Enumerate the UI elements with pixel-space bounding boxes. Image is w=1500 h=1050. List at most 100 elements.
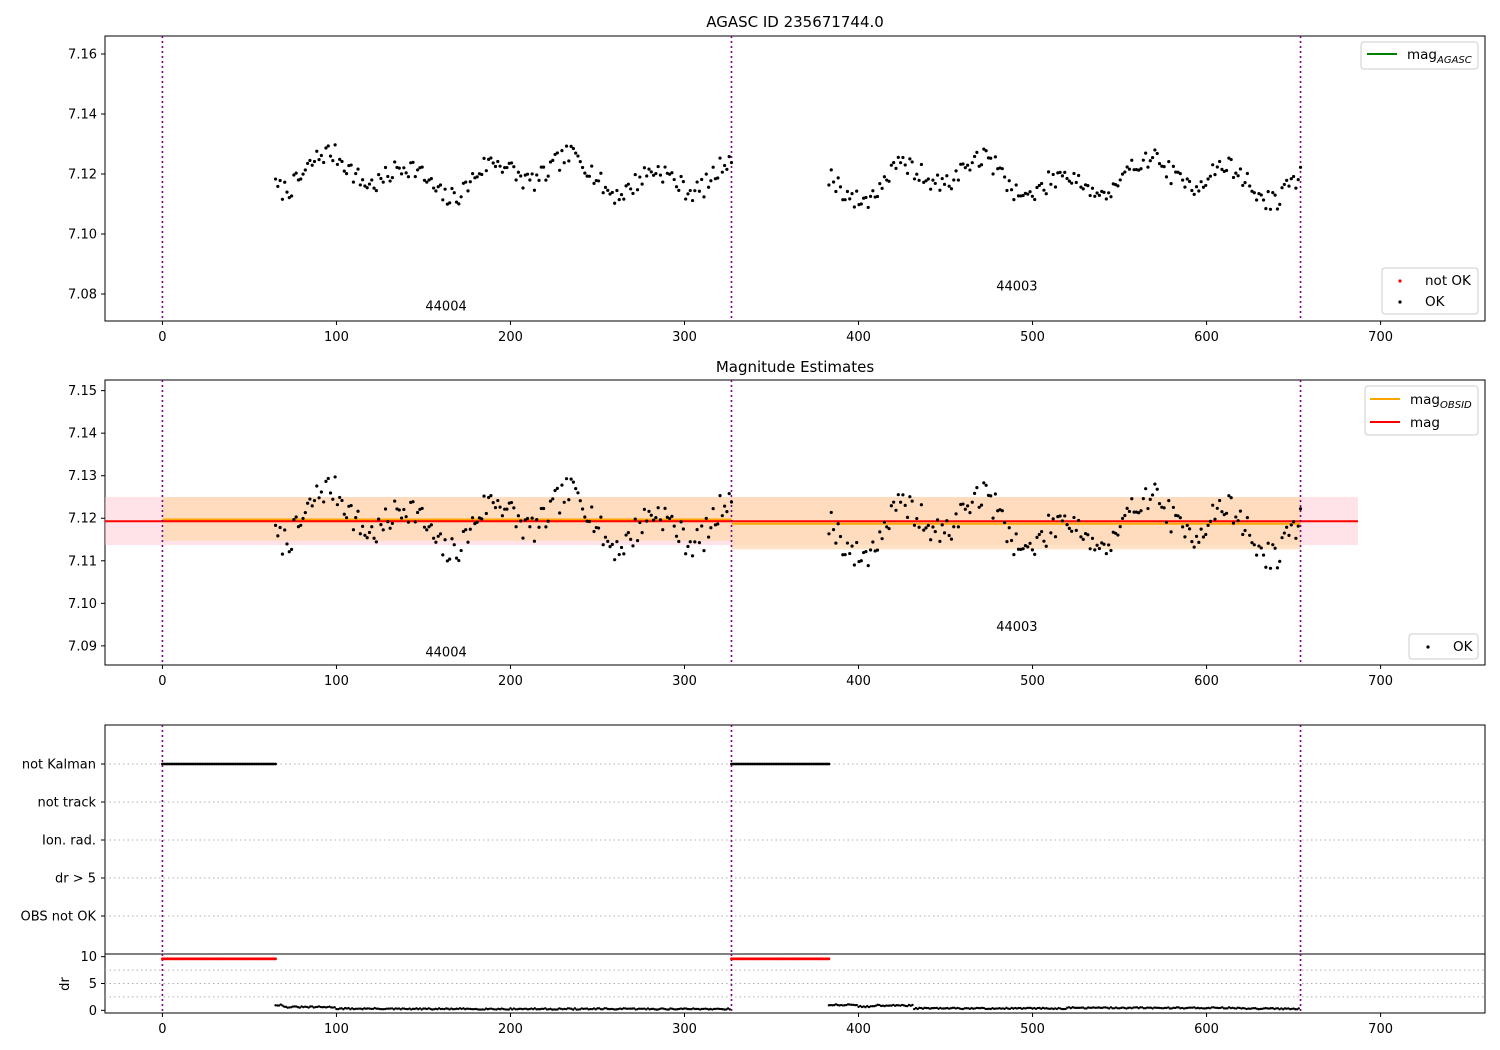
panel-magnitude-ok-point (875, 548, 880, 552)
panel-agasc-ok-point (1123, 170, 1127, 174)
panel-agasc-ok-point (509, 161, 514, 165)
panel-magnitude-ok-point (635, 538, 640, 543)
dr-point (994, 1007, 998, 1010)
dr-point (599, 1008, 603, 1011)
panel-magnitude-ok-point (532, 539, 537, 543)
dr-point (688, 1007, 691, 1011)
panel-magnitude-ok-point (374, 540, 378, 544)
panel-agasc-ok-point (1220, 167, 1224, 171)
panel-magnitude-ok-point (587, 519, 592, 524)
panel-agasc-ok-point (592, 181, 596, 185)
dr-point (942, 1007, 945, 1010)
panel-magnitude-ok-point (1053, 535, 1058, 539)
dr-not-ok-point (274, 957, 277, 961)
panel-magnitude-ok-point (544, 525, 548, 529)
panel-magnitude-ok-point (1009, 538, 1014, 543)
panel-magnitude-ok-point (1130, 497, 1134, 501)
panel-magnitude-ok-point (599, 515, 603, 519)
panel-magnitude-ok-point (388, 526, 392, 530)
panel-magnitude-ok-point (342, 512, 346, 516)
panel-agasc-x-tick-label: 600 (1194, 330, 1219, 345)
panel-agasc-y-tick-label: 7.16 (68, 48, 97, 63)
panel-agasc-ok-point (718, 156, 722, 160)
panel-agasc-ok-point (1137, 168, 1141, 172)
dr-point (347, 1006, 350, 1010)
panel-magnitude-ok-point (1088, 547, 1092, 551)
panel-agasc-ok-point (977, 164, 981, 168)
panel-agasc-ok-point (982, 147, 986, 151)
panel-magnitude-ok-point (315, 484, 319, 488)
panel-magnitude-ok-point (1211, 503, 1215, 507)
panel-magnitude-ok-point (560, 483, 564, 487)
panel-magnitude-ok-point (1227, 494, 1231, 498)
panel-agasc-ok-point (695, 180, 699, 184)
dr-point (1168, 1007, 1172, 1010)
panel-agasc-ok-point (1236, 174, 1240, 178)
dr-point (439, 1007, 443, 1011)
panel-agasc-x-tick-label: 400 (846, 330, 871, 345)
panel-agasc-ok-point (512, 165, 516, 169)
dr-point (1062, 1007, 1066, 1011)
panel-magnitude-ok-point (344, 516, 349, 520)
panel-magnitude-ok-point (489, 494, 493, 498)
panel-agasc-ok-point (411, 160, 415, 164)
panel-agasc-ok-point (1257, 192, 1261, 196)
dr-point (375, 1007, 378, 1010)
panel-magnitude-ok-point (649, 513, 653, 517)
panel-magnitude-ok-point (1141, 497, 1145, 501)
panel-magnitude-ok-point (521, 536, 525, 540)
panel-agasc-ok-point (326, 144, 330, 148)
panel-magnitude-ok-point (1220, 510, 1224, 514)
panel-agasc-ok-point (1000, 167, 1004, 171)
panel-magnitude-ok-point (716, 522, 720, 526)
panel-magnitude-ok-point (1132, 510, 1136, 514)
panel-magnitude-ok-point (1178, 516, 1182, 520)
dr-point (1109, 1006, 1113, 1009)
panel-magnitude-ok-point (601, 543, 605, 547)
panel-agasc-ok-point (1204, 183, 1208, 188)
panel-agasc-ok-point (617, 198, 621, 202)
panel-magnitude-ok-point (892, 500, 896, 504)
panel-magnitude-ok-point (1095, 543, 1099, 547)
panel-agasc-ok-point (1146, 165, 1150, 169)
panel-agasc-ok-point (827, 183, 831, 187)
panel-agasc-ok-point (915, 172, 919, 176)
panel-magnitude-ok-point (626, 531, 630, 535)
panel-magnitude-x-tick-label: 100 (324, 674, 349, 689)
legend-not-ok-label: not OK (1425, 273, 1472, 289)
panel-magnitude-ok-point (1169, 530, 1173, 534)
dr-point (385, 1007, 389, 1010)
panel-agasc-ok-point (668, 172, 672, 176)
panel-magnitude-ok-point (606, 539, 610, 544)
dr-point (1259, 1007, 1262, 1011)
dr-point (871, 1005, 874, 1008)
panel-agasc-ok-point (649, 170, 653, 174)
panel-magnitude-ok-point (1167, 499, 1171, 503)
panel-agasc-ok-point (697, 189, 702, 193)
panel-magnitude-ok-point (356, 509, 360, 513)
panel-agasc-ok-point (578, 160, 582, 164)
panel-agasc-ok-point (585, 174, 589, 178)
panel-magnitude-ok-point (1268, 566, 1273, 570)
panel-agasc-ok-point (420, 165, 424, 169)
dr-point (911, 1003, 914, 1007)
panel-magnitude-ok-point (1294, 536, 1298, 540)
panel-agasc-ok-point (1060, 174, 1065, 178)
panel-magnitude-ok-point (723, 504, 727, 508)
panel-agasc-ok-point (1259, 193, 1263, 197)
dr-point (310, 1005, 314, 1008)
panel-agasc-ok-point (287, 196, 291, 200)
dr-point (1217, 1006, 1220, 1010)
panel-agasc-ok-point (1162, 165, 1166, 169)
panel-agasc-ok-point (622, 197, 626, 201)
panel-agasc-ok-point (1183, 185, 1187, 189)
dr-point (855, 1003, 858, 1007)
panel-agasc-ok-point (498, 164, 502, 168)
panel-magnitude-x-tick-label: 300 (672, 674, 697, 689)
legend-label: mag (1410, 415, 1440, 431)
dr-point (1158, 1006, 1161, 1010)
panel-magnitude-ok-point (331, 497, 335, 501)
panel-magnitude-ok-point (1016, 547, 1021, 551)
panel-agasc-ok-point (963, 166, 967, 170)
dr-point (1127, 1006, 1130, 1010)
